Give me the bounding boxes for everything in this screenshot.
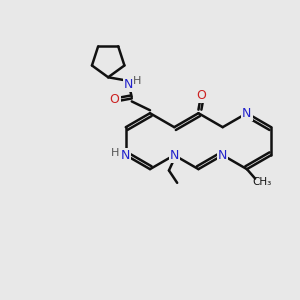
Text: N: N — [124, 78, 134, 91]
Text: N: N — [121, 149, 130, 162]
Text: O: O — [110, 93, 120, 106]
Text: N: N — [242, 107, 252, 120]
Text: H: H — [110, 148, 119, 158]
Text: N: N — [218, 149, 227, 162]
Text: O: O — [196, 89, 206, 102]
Text: CH₃: CH₃ — [252, 176, 271, 187]
Text: H: H — [133, 76, 141, 86]
Text: N: N — [169, 149, 179, 162]
